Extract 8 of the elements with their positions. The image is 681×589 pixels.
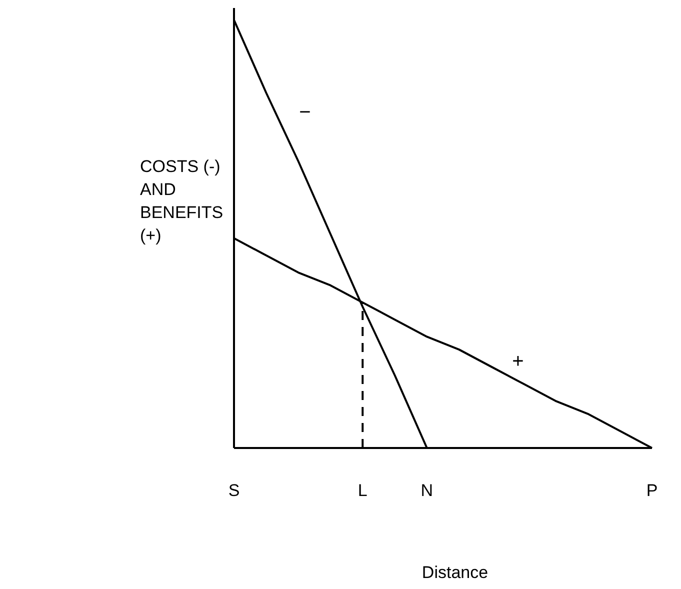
x-axis-title: Distance <box>422 563 488 582</box>
y-axis-title: COSTS (-) AND BENEFITS (+) <box>140 157 224 245</box>
x-tick-label: P <box>646 481 658 500</box>
annotation: + <box>512 350 524 372</box>
x-tick-label: N <box>420 481 434 500</box>
x-tick-label: S <box>228 481 240 500</box>
annotation: − <box>299 101 311 124</box>
x-tick-label: L <box>358 481 368 500</box>
